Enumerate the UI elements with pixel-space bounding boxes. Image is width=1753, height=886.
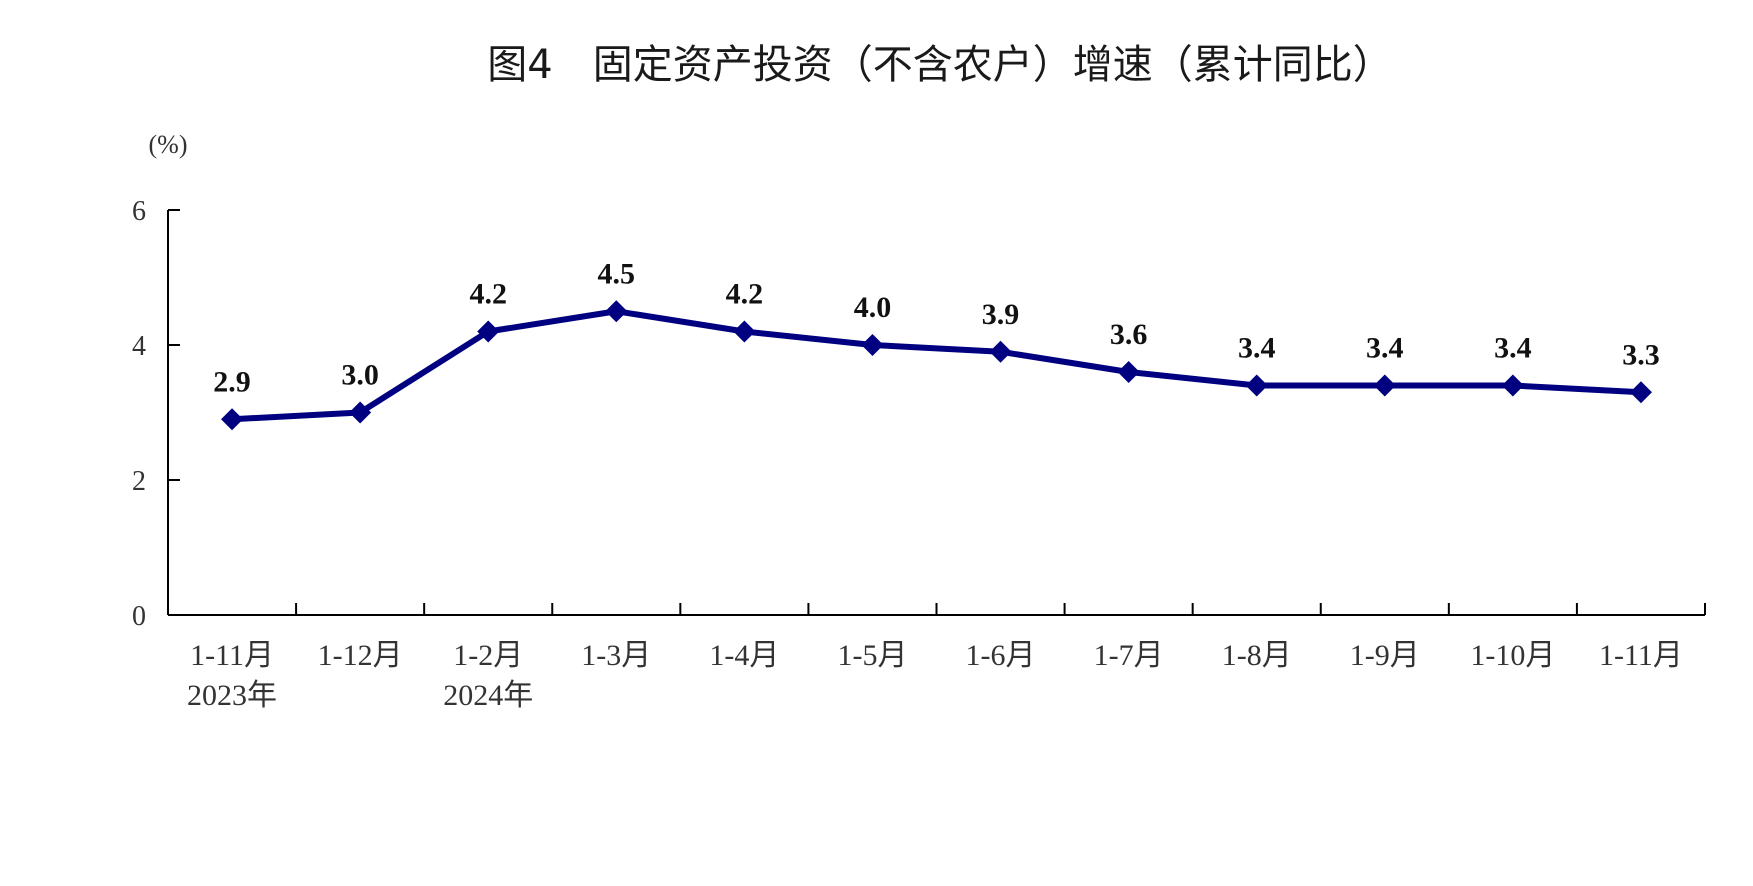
y-tick-label: 4: [132, 331, 146, 362]
diamond-marker: [861, 334, 884, 356]
x-tick-label: 1-3月: [581, 639, 651, 672]
diamond-marker: [989, 340, 1012, 363]
data-label: 2.9: [213, 365, 251, 398]
x-tick-label: 1-2月: [453, 639, 523, 672]
x-tick-label: 1-10月: [1470, 639, 1555, 672]
x-tick-label: 1-11月: [190, 639, 274, 672]
x-tick-label: 1-7月: [1094, 639, 1164, 672]
chart-title: 图4 固定资产投资（不含农户）增速（累计同比）: [487, 42, 1392, 88]
diamond-marker: [1373, 374, 1396, 397]
series-line-layer: [231, 308, 1642, 423]
data-markers: [221, 300, 1652, 431]
x-tick-label: 1-9月: [1350, 639, 1420, 672]
y-tick-label: 0: [132, 601, 146, 632]
data-label: 3.4: [1494, 332, 1532, 365]
data-label: 3.0: [341, 359, 379, 392]
x-tick-label: 1-6月: [966, 639, 1036, 672]
x-tick-label: 1-8月: [1222, 639, 1292, 672]
diamond-marker: [221, 408, 244, 431]
diamond-marker: [477, 320, 500, 343]
y-tick-label: 2: [132, 466, 146, 497]
x-tick-label: 1-5月: [837, 639, 907, 672]
series-line: [231, 308, 1642, 423]
data-label: 3.4: [1238, 332, 1276, 365]
data-label: 4.0: [854, 291, 892, 324]
diamond-marker: [349, 401, 372, 424]
data-label: 3.9: [982, 298, 1020, 331]
year-label: 2024年: [443, 679, 533, 712]
y-unit-label: (%): [149, 130, 188, 159]
data-label: 3.4: [1366, 332, 1404, 365]
y-tick-label: 6: [132, 196, 146, 227]
diamond-marker: [1117, 361, 1140, 383]
x-tick-label: 1-4月: [709, 639, 779, 672]
data-label: 3.6: [1110, 318, 1148, 351]
year-label: 2023年: [187, 679, 277, 712]
data-label: 4.5: [598, 257, 636, 290]
diamond-marker: [1629, 381, 1652, 404]
data-label: 4.2: [726, 278, 764, 311]
diamond-marker: [1245, 374, 1268, 397]
x-tick-label: 1-12月: [318, 639, 403, 672]
diamond-marker: [733, 320, 756, 343]
diamond-marker: [605, 300, 628, 323]
diamond-marker: [1501, 374, 1524, 397]
x-tick-label: 1-11月: [1599, 639, 1683, 672]
axes: 0 2 4 6 1-11月 1-12月 1-2月 1-3月 1-4月 1-5月 1-6月 1-7月 1-…: [132, 196, 1706, 712]
data-label: 4.2: [469, 278, 507, 311]
data-labels: 2.9 3.0 4.2 4.5 4.2 4.0 3.9 3.6 3.4 3.4 3.4 3.3: [213, 257, 1659, 398]
data-label: 3.3: [1622, 338, 1660, 371]
